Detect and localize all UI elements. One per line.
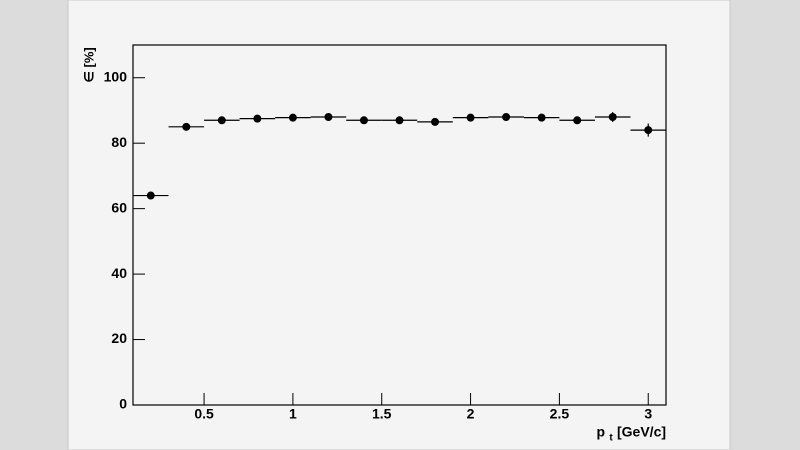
x-tick-label: 2.5 [550,406,570,422]
x-axis-label-subscript: t [609,433,613,444]
data-point [573,116,582,125]
data-point [644,126,653,135]
data-point [537,113,546,122]
y-tick-label: 40 [111,265,127,281]
y-axis-label: ∈ [%] [81,47,96,82]
y-tick-label: 60 [111,199,127,215]
y-tick-label: 0 [119,396,127,412]
data-point [146,191,155,200]
x-tick-label: 3 [644,406,652,422]
data-point [253,114,262,123]
x-axis-label: p [596,424,605,440]
y-tick-label: 80 [111,134,127,150]
y-tick-label: 20 [111,330,127,346]
data-point [608,113,617,121]
x-axis-label-unit: [GeV/c] [617,424,666,440]
data-point [182,122,191,131]
y-tick-label: 100 [104,68,128,84]
x-tick-label: 2 [467,406,475,422]
data-point [466,113,475,122]
data-point [502,113,511,121]
data-point [395,116,404,125]
data-point [217,116,226,125]
data-point [324,113,333,121]
data-point [431,117,440,126]
data-point [288,113,297,122]
x-tick-label: 1 [289,406,297,422]
x-tick-label: 0.5 [194,406,214,422]
plot-frame [132,44,667,406]
data-point [359,116,368,125]
x-tick-label: 1.5 [372,406,392,422]
